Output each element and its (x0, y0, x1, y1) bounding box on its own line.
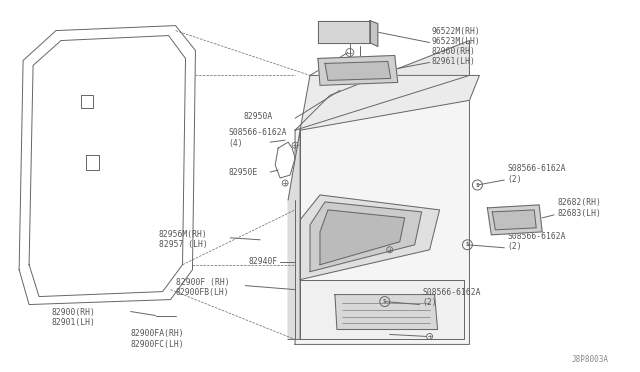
Polygon shape (370, 20, 378, 46)
Text: 82950A: 82950A (243, 112, 273, 121)
Text: 82940F: 82940F (248, 257, 278, 266)
Polygon shape (300, 280, 465, 339)
Polygon shape (295, 76, 469, 344)
Text: S08566-6162A
(4): S08566-6162A (4) (228, 128, 287, 148)
Text: S: S (465, 242, 469, 247)
Polygon shape (492, 210, 536, 230)
Polygon shape (325, 61, 391, 80)
Text: J8P8003A: J8P8003A (572, 355, 609, 364)
Text: S08566-6162A
(2): S08566-6162A (2) (422, 288, 481, 307)
Polygon shape (318, 20, 370, 42)
Text: S: S (383, 299, 387, 304)
Text: 82950E: 82950E (228, 168, 257, 177)
Text: 82682(RH)
82683(LH): 82682(RH) 82683(LH) (557, 198, 601, 218)
Text: 82960(RH)
82961(LH): 82960(RH) 82961(LH) (431, 47, 476, 66)
Text: 82956M(RH)
82957 (LH): 82956M(RH) 82957 (LH) (159, 230, 207, 249)
Polygon shape (320, 210, 404, 265)
Polygon shape (310, 202, 422, 272)
Polygon shape (288, 130, 300, 339)
Text: S08566-6162A
(2): S08566-6162A (2) (508, 164, 566, 184)
Polygon shape (300, 195, 440, 280)
Polygon shape (295, 41, 469, 130)
Polygon shape (335, 295, 438, 330)
Text: S: S (476, 183, 479, 187)
Polygon shape (488, 205, 542, 235)
Text: 96522M(RH)
96523M(LH): 96522M(RH) 96523M(LH) (431, 27, 481, 46)
Polygon shape (318, 55, 397, 86)
Text: 82900F (RH)
82900FB(LH): 82900F (RH) 82900FB(LH) (175, 278, 229, 297)
Text: 82900(RH)
82901(LH): 82900(RH) 82901(LH) (51, 308, 95, 327)
Text: 82900FA(RH)
82900FC(LH): 82900FA(RH) 82900FC(LH) (131, 330, 184, 349)
Text: S08566-6162A
(2): S08566-6162A (2) (508, 232, 566, 251)
Polygon shape (300, 76, 479, 130)
